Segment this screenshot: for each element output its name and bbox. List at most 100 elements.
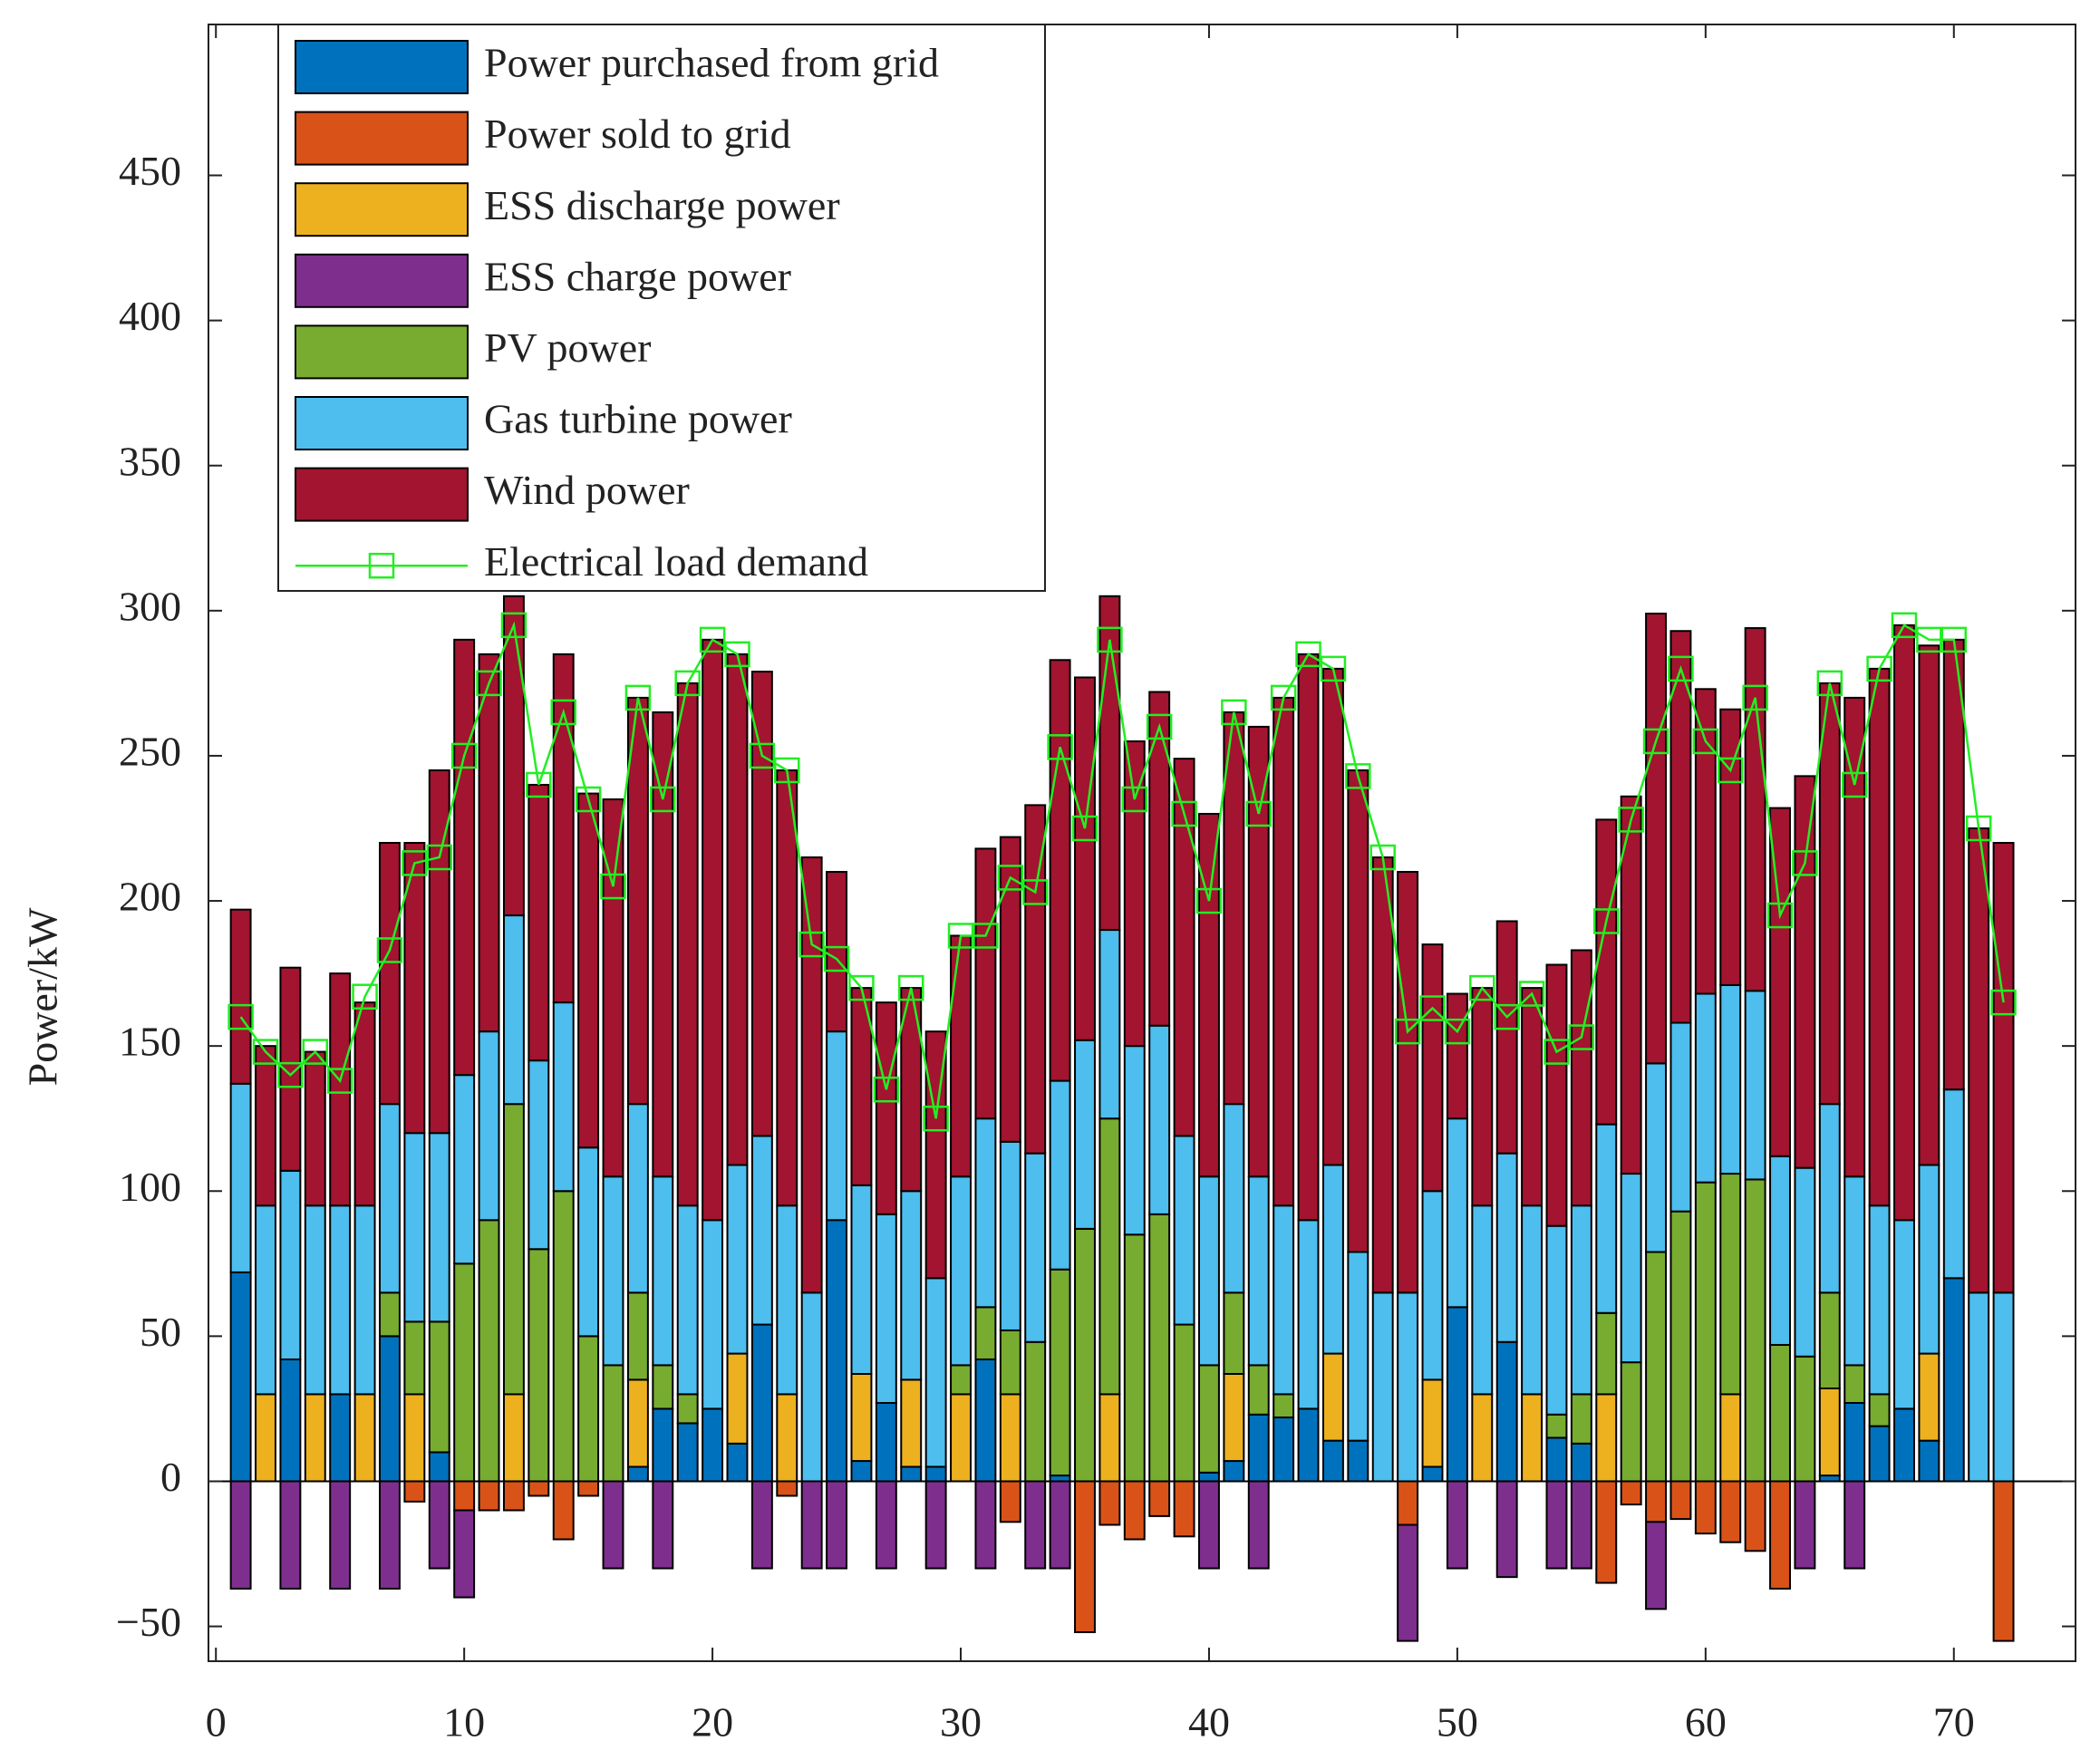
bar-segment [776,1204,798,1396]
bar-segment [800,856,823,1294]
bar-segment [1570,949,1592,1207]
bar-segment [1893,624,1915,1222]
bar-segment [1198,1364,1220,1474]
bar-segment [1595,818,1618,1126]
bar-segment [1397,1291,1419,1483]
legend-label: Gas turbine power [484,396,792,442]
bar-segment [1968,827,1990,1294]
bar-segment [1744,627,1766,992]
x-tick-label: 10 [443,1699,485,1745]
load-marker [1195,887,1223,914]
bar-segment [329,972,352,1207]
load-marker [624,684,652,711]
bar-segment [974,847,997,1120]
bar-segment [1421,1378,1444,1468]
load-marker [376,937,403,963]
load-marker [997,865,1024,891]
bar-segment [304,1393,326,1483]
load-marker [798,931,825,958]
bar-segment [924,1480,947,1570]
bar-segment [1074,676,1096,1041]
plot-frame [208,24,2076,1662]
bar-segment [924,1465,947,1483]
bar-segment [800,1480,823,1570]
bar-segment [1123,1233,1146,1483]
bar-segment [652,711,674,1178]
bar-segment [1495,1340,1518,1483]
bar-segment [1049,659,1071,1082]
bar-segment [1794,1166,1816,1358]
bar-segment [1868,1393,1891,1427]
bar-segment [453,1074,476,1265]
bar-segment [577,1335,600,1483]
y-axis-label: Power/kW [20,907,66,1086]
bar-segment [1223,1291,1245,1375]
load-marker [1444,1018,1471,1045]
bar-segment [999,1329,1021,1396]
bar-segment [1942,638,1965,1091]
bar-segment [924,1277,947,1468]
bar-segment [652,1407,674,1483]
bar-segment [1719,708,1742,986]
bar-segment [527,1059,550,1251]
bar-segment [1173,758,1195,1137]
load-marker [1692,728,1719,755]
bar-segment [1471,987,1494,1207]
x-tick-label: 70 [1933,1699,1975,1745]
load-marker [450,742,478,769]
bar-segment [1942,1088,1965,1280]
bar-segment [1074,1039,1096,1230]
bar-segment [1694,1480,1717,1535]
y-tick-label: 50 [140,1309,181,1355]
bar-segment [403,1393,426,1483]
bar-segment [379,1335,401,1483]
bar-segment [974,1358,997,1483]
bar-segment [1595,1311,1618,1396]
load-marker [526,771,552,798]
bar-segment [676,1422,699,1483]
load-marker [1866,655,1892,682]
bar-segment [1247,1364,1270,1416]
bar-segment [776,1393,798,1483]
bar-segment [1173,1480,1195,1538]
legend-label: PV power [484,324,651,371]
bar-segment [329,1480,352,1590]
bar-segment [1446,1117,1468,1309]
bar-segment [1719,1173,1742,1396]
bar-segment [1098,1117,1121,1396]
bar-segment [1744,1178,1766,1483]
bar-segment [1074,1227,1096,1483]
y-tick-label: 450 [119,148,181,194]
load-marker [1469,974,1495,1001]
bar-segment [1918,644,1940,1166]
bar-segment [875,1402,897,1483]
bar-segment [1173,1135,1195,1326]
bar-segment [1769,1480,1791,1590]
bar-segment [750,1135,773,1326]
bar-segment [1273,1393,1295,1419]
load-marker [1568,1024,1595,1050]
bar-segment [652,1480,674,1570]
bar-segment [1545,1224,1568,1416]
bar-segment [850,1372,873,1463]
bar-segment [1570,1442,1592,1483]
legend-swatch [295,40,469,94]
bar-segment [1992,842,2015,1294]
bar-segment [478,1030,500,1222]
bar-segment [875,1213,897,1405]
load-marker [1940,626,1968,653]
load-marker [1320,655,1347,682]
bar-segment [1347,1439,1369,1483]
bar-segment [750,1480,773,1570]
load-marker [302,1039,329,1065]
bar-segment [1471,1393,1494,1483]
bar-segment [279,1358,302,1483]
bar-segment [950,934,972,1178]
bar-segment [1397,1523,1419,1642]
bar-segment [875,1480,897,1570]
bar-segment [1024,1480,1047,1570]
bar-segment [379,1480,401,1590]
bar-segment [1620,1361,1642,1483]
bar-segment [1669,1480,1692,1521]
bar-segment [850,1184,873,1375]
